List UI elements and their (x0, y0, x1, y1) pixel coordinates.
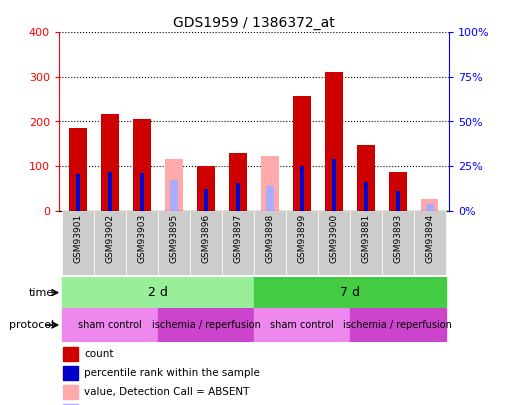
Bar (350, 211, 382, 275)
Bar (293, 96, 311, 211)
Bar (266, 186, 274, 211)
Bar (325, 72, 343, 211)
Text: percentile rank within the sample: percentile rank within the sample (84, 368, 260, 378)
Bar (222, 211, 254, 275)
Bar (254, 211, 286, 275)
Title: GDS1959 / 1386372_at: GDS1959 / 1386372_at (173, 16, 335, 30)
Bar (165, 159, 183, 211)
Bar (318, 211, 350, 275)
Text: count: count (84, 349, 114, 359)
Text: ischemia / reperfusion: ischemia / reperfusion (343, 320, 452, 330)
Bar (63, 404, 78, 405)
Bar (158, 211, 190, 275)
Bar (421, 200, 439, 211)
Bar (62, 308, 158, 342)
Bar (204, 189, 208, 211)
Text: GSM93894: GSM93894 (425, 214, 434, 263)
Bar (396, 192, 400, 211)
Text: GSM93901: GSM93901 (74, 214, 83, 263)
Text: GSM93900: GSM93900 (329, 214, 339, 263)
Bar (254, 277, 446, 308)
Bar (170, 180, 178, 211)
Bar (133, 119, 151, 211)
Bar (94, 211, 126, 275)
Bar (300, 166, 304, 211)
Text: protocol: protocol (9, 320, 54, 330)
Bar (236, 183, 240, 211)
Text: GSM93898: GSM93898 (265, 214, 274, 263)
Text: sham control: sham control (270, 320, 334, 330)
Bar (261, 156, 279, 211)
Bar (229, 153, 247, 211)
Bar (140, 173, 144, 211)
Bar (364, 181, 368, 211)
Text: GSM93893: GSM93893 (393, 214, 402, 263)
Bar (69, 128, 87, 211)
Text: GSM93895: GSM93895 (169, 214, 179, 263)
Text: GSM93881: GSM93881 (361, 214, 370, 263)
Bar (126, 211, 158, 275)
Text: GSM93896: GSM93896 (202, 214, 210, 263)
Text: GSM93902: GSM93902 (106, 214, 114, 263)
Text: ischemia / reperfusion: ischemia / reperfusion (151, 320, 261, 330)
Text: GSM93903: GSM93903 (137, 214, 147, 263)
Bar (62, 277, 254, 308)
Text: time: time (29, 288, 54, 298)
Bar (286, 211, 318, 275)
Bar (76, 174, 80, 211)
Text: 7 d: 7 d (340, 286, 360, 299)
Text: 2 d: 2 d (148, 286, 168, 299)
Text: GSM93897: GSM93897 (233, 214, 243, 263)
Bar (413, 211, 446, 275)
Bar (382, 211, 413, 275)
Text: GSM93899: GSM93899 (298, 214, 306, 263)
Bar (63, 385, 78, 399)
Text: value, Detection Call = ABSENT: value, Detection Call = ABSENT (84, 387, 250, 397)
Bar (62, 211, 94, 275)
Bar (63, 347, 78, 361)
Bar (190, 211, 222, 275)
Bar (254, 308, 350, 342)
Text: sham control: sham control (78, 320, 142, 330)
Bar (389, 172, 406, 211)
Bar (332, 159, 336, 211)
Bar (158, 308, 254, 342)
Bar (63, 366, 78, 380)
Bar (102, 114, 119, 211)
Bar (357, 145, 374, 211)
Bar (197, 166, 215, 211)
Bar (108, 172, 112, 211)
Bar (426, 204, 433, 211)
Bar (350, 308, 446, 342)
